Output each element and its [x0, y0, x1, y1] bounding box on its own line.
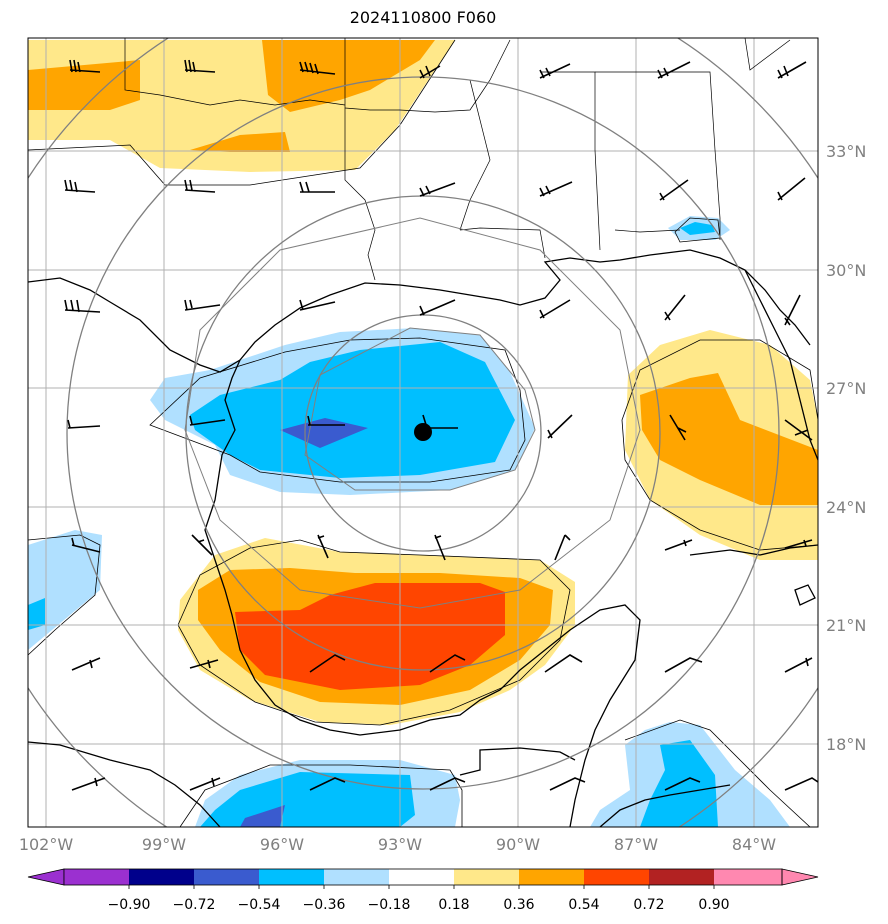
colorbar-label: −0.18 [368, 897, 411, 913]
lat-label: 33°N [826, 142, 866, 161]
colorbar-label: 0.90 [698, 897, 729, 913]
colorbar-segment [64, 869, 129, 885]
colorbar-label: −0.90 [108, 897, 151, 913]
lat-label: 27°N [826, 379, 866, 398]
map-area [28, 38, 818, 827]
colorbar-label: 0.36 [503, 897, 534, 913]
colorbar-segment [389, 869, 454, 885]
colorbar-extend-high [781, 868, 819, 886]
colorbar-segment [519, 869, 584, 885]
colorbar-segment [194, 869, 259, 885]
colorbar-label: −0.36 [303, 897, 346, 913]
lat-label: 30°N [826, 261, 866, 280]
lon-label: 96°W [260, 835, 304, 854]
colorbar-label: 0.72 [633, 897, 664, 913]
lat-label: 24°N [826, 498, 866, 517]
colorbar-segment [259, 869, 324, 885]
colorbar-segment [714, 869, 782, 885]
map-frame [27, 37, 819, 828]
storm-center-marker [414, 423, 432, 441]
colorbar: −0.90 −0.72 −0.54 −0.36 −0.18 0.18 0.36 … [27, 868, 819, 913]
lon-label: 87°W [614, 835, 658, 854]
colorbar-segment [324, 869, 389, 885]
colorbar-segment [584, 869, 649, 885]
gridlines [28, 38, 818, 827]
storm-polygons [184, 217, 641, 609]
anomaly-contours [28, 39, 818, 827]
lon-label: 99°W [142, 835, 186, 854]
positive-anomaly-fill [28, 40, 818, 725]
colorbar-label: 0.54 [568, 897, 599, 913]
colorbar-segment [649, 869, 714, 885]
lon-label: 102°W [19, 835, 74, 854]
lat-label: 18°N [826, 735, 866, 754]
map-title: 2024110800 F060 [349, 8, 497, 27]
latitude-labels: 18°N 21°N 24°N 27°N 30°N 33°N [826, 142, 866, 754]
coastlines [28, 249, 818, 827]
longitude-labels: 102°W 99°W 96°W 93°W 90°W 87°W 84°W [19, 835, 776, 854]
lon-label: 93°W [378, 835, 422, 854]
lon-label: 90°W [496, 835, 540, 854]
colorbar-label: 0.18 [438, 897, 469, 913]
lon-label: 84°W [732, 835, 776, 854]
colorbar-segment [129, 869, 194, 885]
colorbar-label: −0.54 [238, 897, 281, 913]
colorbar-segment [454, 869, 519, 885]
negative-anomaly-fill [28, 216, 790, 827]
colorbar-label: −0.72 [173, 897, 216, 913]
lat-label: 21°N [826, 616, 866, 635]
colorbar-extend-low [27, 868, 65, 886]
wind-barbs [64, 59, 818, 791]
